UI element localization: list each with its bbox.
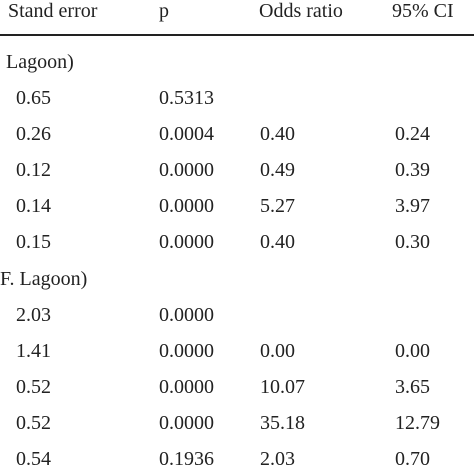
section-label: F. Lagoon) xyxy=(0,268,88,290)
cell-stand-error: 0.14 xyxy=(16,195,51,217)
cell-ci: 12.79 xyxy=(395,412,440,434)
header-p: p xyxy=(159,0,169,22)
cell-odds-ratio: 2.03 xyxy=(260,448,295,470)
cell-ci: 0.00 xyxy=(395,340,430,362)
cell-ci: 0.70 xyxy=(395,448,430,470)
cell-odds-ratio: 0.40 xyxy=(260,123,295,145)
cell-p: 0.0000 xyxy=(159,412,214,434)
cell-p: 0.0000 xyxy=(159,340,214,362)
cell-odds-ratio: 10.07 xyxy=(260,376,305,398)
cell-stand-error: 0.26 xyxy=(16,123,51,145)
cell-p: 0.0000 xyxy=(159,195,214,217)
cell-stand-error: 1.41 xyxy=(16,340,51,362)
cell-odds-ratio: 0.00 xyxy=(260,340,295,362)
section-label: Lagoon) xyxy=(6,51,74,73)
cell-stand-error: 0.54 xyxy=(16,448,51,470)
cell-stand-error: 0.52 xyxy=(16,412,51,434)
cell-p: 0.0000 xyxy=(159,304,214,326)
cell-ci: 3.97 xyxy=(395,195,430,217)
cell-odds-ratio: 35.18 xyxy=(260,412,305,434)
cell-odds-ratio: 0.49 xyxy=(260,159,295,181)
cell-p: 0.1936 xyxy=(159,448,214,470)
cell-ci: 0.30 xyxy=(395,231,430,253)
cell-stand-error: 0.65 xyxy=(16,87,51,109)
header-95-ci: 95% CI xyxy=(392,0,454,22)
cell-p: 0.0000 xyxy=(159,159,214,181)
cell-stand-error: 2.03 xyxy=(16,304,51,326)
header-odds-ratio: Odds ratio xyxy=(259,0,343,22)
cell-ci: 0.39 xyxy=(395,159,430,181)
cell-odds-ratio: 0.40 xyxy=(260,231,295,253)
cell-p: 0.0004 xyxy=(159,123,214,145)
cell-p: 0.0000 xyxy=(159,376,214,398)
header-stand-error: Stand error xyxy=(8,0,98,22)
cell-ci: 3.65 xyxy=(395,376,430,398)
header-rule xyxy=(0,34,474,36)
cell-stand-error: 0.52 xyxy=(16,376,51,398)
cell-stand-error: 0.12 xyxy=(16,159,51,181)
cell-ci: 0.24 xyxy=(395,123,430,145)
cell-p: 0.0000 xyxy=(159,231,214,253)
cell-stand-error: 0.15 xyxy=(16,231,51,253)
cell-odds-ratio: 5.27 xyxy=(260,195,295,217)
cell-p: 0.5313 xyxy=(159,87,214,109)
